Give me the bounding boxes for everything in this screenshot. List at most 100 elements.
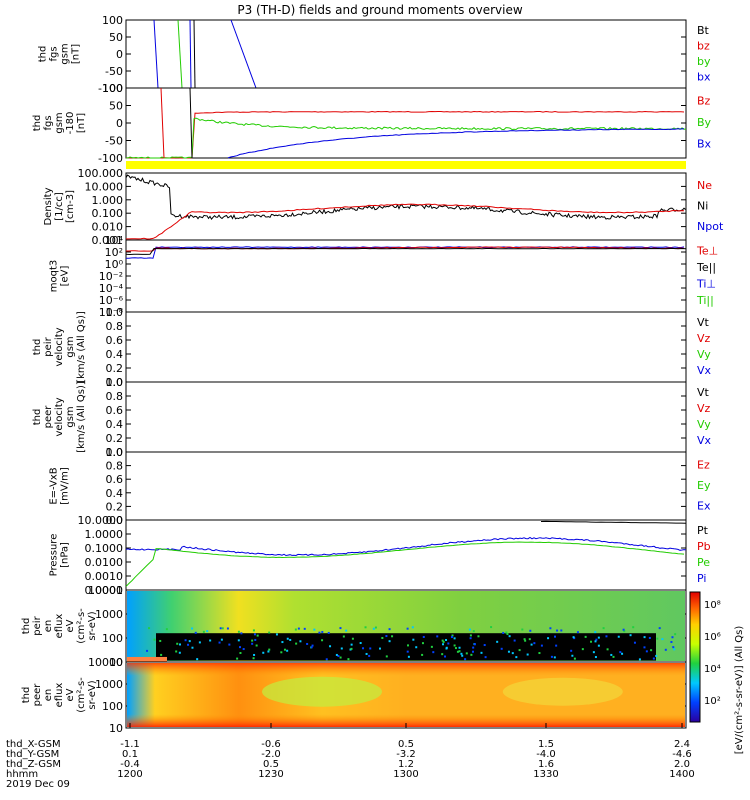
spectrogram-pixel <box>632 626 635 629</box>
y-tick-label: 0.8 <box>106 320 124 333</box>
spectrogram-pixel <box>555 644 558 647</box>
spectrogram-pixel <box>303 627 306 630</box>
spectrogram-pixel <box>218 641 221 644</box>
spectrogram-pixel <box>652 657 655 660</box>
spectrogram-pixel <box>451 634 454 637</box>
spectrogram-pixel <box>275 633 278 636</box>
legend-entry: Vy <box>697 418 711 431</box>
spectrogram-pixel <box>252 629 255 632</box>
bt-trace <box>193 19 196 89</box>
spectrogram-pixel <box>597 636 600 639</box>
spectrogram-pixel <box>513 639 516 642</box>
spectrogram-pixel <box>460 652 463 655</box>
spectrogram-pixel <box>146 649 149 652</box>
spectrogram-pixel <box>159 639 162 642</box>
y-tick-label: 0.6 <box>106 404 124 417</box>
y-axis-label: thdpeerenefluxeV(cm²-s-sr-eV) <box>21 677 98 713</box>
y-tick-label: 10⁻⁶ <box>99 294 124 307</box>
x-tick-label: 1300 <box>393 769 418 780</box>
y-tick-label: 0.4 <box>106 487 124 500</box>
spectrogram-pixel <box>280 651 283 654</box>
spectrogram-pixel <box>643 646 646 649</box>
y-axis-label: moqt3[eV] <box>49 260 71 293</box>
colorbar: 10⁸ 10⁶ 10⁴ 10² [eV/(cm²-s-sr-eV)] (All Qs) <box>689 591 745 755</box>
spectrogram-pixel <box>329 645 332 648</box>
spectrogram-pixel <box>655 654 658 657</box>
legend-entry: Pb <box>697 540 711 553</box>
bx-trace <box>189 19 192 89</box>
spectrogram-pixel <box>477 635 480 638</box>
legend-entry: Te|| <box>696 261 716 274</box>
spectrogram-pixel <box>483 644 486 647</box>
legend-entry: Bz <box>697 95 711 108</box>
spectrogram-pixel <box>196 658 199 661</box>
y-tick-label: -50 <box>105 135 123 148</box>
y-tick-label: 0 <box>116 117 123 130</box>
x-tick-label: 2.0 <box>674 759 690 770</box>
colorbar-scale <box>689 591 701 723</box>
spectrogram-pixel <box>450 635 453 638</box>
legend-entry: Vx <box>697 434 712 447</box>
spectrogram-pixel <box>148 627 151 630</box>
x-tick-label: 1.2 <box>398 759 414 770</box>
y-tick-label: 10000 <box>88 656 123 669</box>
x-tick-label: -0.6 <box>261 739 281 750</box>
legend-entry: Vt <box>697 316 710 329</box>
spectrogram-pixel <box>406 650 409 653</box>
panel-frame <box>125 239 687 313</box>
x-tick-label: 1400 <box>669 769 694 780</box>
legend-entry: by <box>697 55 711 68</box>
spectrogram-pixel <box>547 637 550 640</box>
spectrogram-pixel <box>407 655 410 658</box>
spectrogram-pixel <box>650 649 653 652</box>
spectrogram-pixel <box>297 627 300 630</box>
spectrogram-pixel <box>242 648 245 651</box>
spectrogram-pixel <box>179 643 182 646</box>
y-tick-label: 1000 <box>95 608 123 621</box>
spectrogram-pixel <box>321 630 324 633</box>
spectrogram-pixel <box>267 650 270 653</box>
bz-trace <box>125 110 685 159</box>
spectrogram-pixel <box>484 656 487 659</box>
spectrogram-pixel <box>321 639 324 642</box>
legend-entry: Te⊥ <box>696 244 718 257</box>
spectrogram-pixel <box>658 627 661 630</box>
spectrogram-pixel <box>619 651 622 654</box>
by-trace <box>125 117 687 159</box>
spectrogram-gap <box>156 633 656 661</box>
spectrogram-pixel <box>442 640 445 643</box>
colorbar-tick: 10⁶ <box>704 632 721 643</box>
spectrogram-pixel <box>610 653 613 656</box>
spectrogram-pixel <box>350 643 353 646</box>
panel-spec_ion: 10000 1000 100 10 thdpeirenefluxeV(cm²-s-sr-… <box>21 584 687 669</box>
x-tick-label: -3.2 <box>396 749 416 760</box>
y-tick-label: 0.001 <box>92 234 124 247</box>
y-tick-label: 10000 <box>88 584 123 597</box>
y-tick-label: 10⁴ <box>105 234 124 247</box>
y-axis-label: thdfgsgsm-180[nT] <box>32 112 87 135</box>
legend-entry: Bt <box>697 24 710 37</box>
spectrogram-pixel <box>342 635 345 638</box>
spectrogram-feature <box>262 676 382 707</box>
spectrogram-pixel <box>594 656 597 659</box>
spectrogram-pixel <box>523 638 526 641</box>
spectrogram-pixel <box>471 650 474 653</box>
spectrogram-pixel <box>237 639 240 642</box>
y-axis-label: thdpeirvelocitygsm[km/s (All Qs)] <box>32 311 87 383</box>
spectrogram-pixel <box>226 627 229 630</box>
spectrogram-pixel <box>468 628 471 631</box>
bt-trace <box>189 87 193 159</box>
spectrogram-pixel <box>385 635 388 638</box>
spectrogram-pixel <box>381 636 384 639</box>
spectrogram-pixel <box>160 653 163 656</box>
spectrogram-pixel <box>453 637 456 640</box>
spectrogram-pixel <box>560 629 563 632</box>
spectrogram-pixel <box>461 654 464 657</box>
spectrogram-pixel <box>206 630 209 633</box>
spectrogram-pixel <box>178 651 181 654</box>
y-tick-label: -100 <box>98 152 123 165</box>
spectrogram-pixel <box>602 627 605 630</box>
colorbar-label: [eV/(cm²-s-sr-eV)] (All Qs) <box>734 626 745 755</box>
spectrogram-pixel <box>311 644 314 647</box>
